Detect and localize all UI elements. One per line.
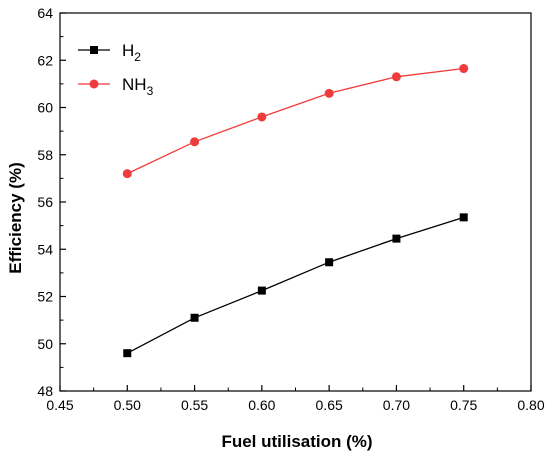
y-tick-label: 64 [37,5,53,21]
y-tick-label: 56 [37,194,53,210]
y-tick-label: 54 [37,241,53,257]
data-point-nh3 [459,64,469,74]
x-axis-title: Fuel utilisation (%) [221,432,372,451]
x-tick-label: 0.50 [114,397,141,413]
data-point-h2 [392,234,401,243]
y-tick-label: 50 [37,336,53,352]
data-point-h2 [325,258,334,267]
series-layer [122,64,469,358]
legend-marker-nh3 [89,79,99,89]
data-point-h2 [459,213,468,222]
x-tick-label: 0.80 [517,397,544,413]
legend-label-subscript: 3 [147,84,154,98]
data-point-nh3 [257,112,267,122]
x-tick-label: 0.45 [46,397,73,413]
series-line-h2 [126,216,464,354]
y-tick-label: 62 [37,52,53,68]
x-tick-label: 0.65 [316,397,343,413]
data-point-h2 [123,349,132,358]
legend: H2 NH3 [78,41,154,98]
data-point-nh3 [391,72,401,82]
series-line-nh3 [127,67,464,175]
legend-label-h2: H2 [122,41,141,64]
y-tick-label: 52 [37,289,53,305]
legend-marker-h2 [90,46,98,54]
x-tick-label: 0.75 [450,397,477,413]
data-point-nh3 [324,88,334,98]
x-tick-label: 0.70 [383,397,410,413]
data-point-nh3 [122,169,132,179]
axis-ticks: 0.45 0.50 0.55 0.60 0.65 0.70 0.75 0.80 48 50 52 54… [37,5,544,413]
y-axis-title: Efficiency (%) [6,162,25,273]
y-tick-label: 58 [37,147,53,163]
y-tick-label: 60 [37,100,53,116]
legend-label-nh3: NH3 [122,75,154,98]
legend-label-base: H [122,41,134,60]
legend-label-subscript: 2 [134,50,141,64]
data-point-h2 [257,286,266,295]
x-tick-label: 0.55 [181,397,208,413]
data-point-h2 [190,313,199,322]
legend-label-base: NH [122,75,147,94]
y-tick-label: 48 [37,383,53,399]
data-point-nh3 [190,137,200,147]
x-tick-label: 0.60 [248,397,275,413]
